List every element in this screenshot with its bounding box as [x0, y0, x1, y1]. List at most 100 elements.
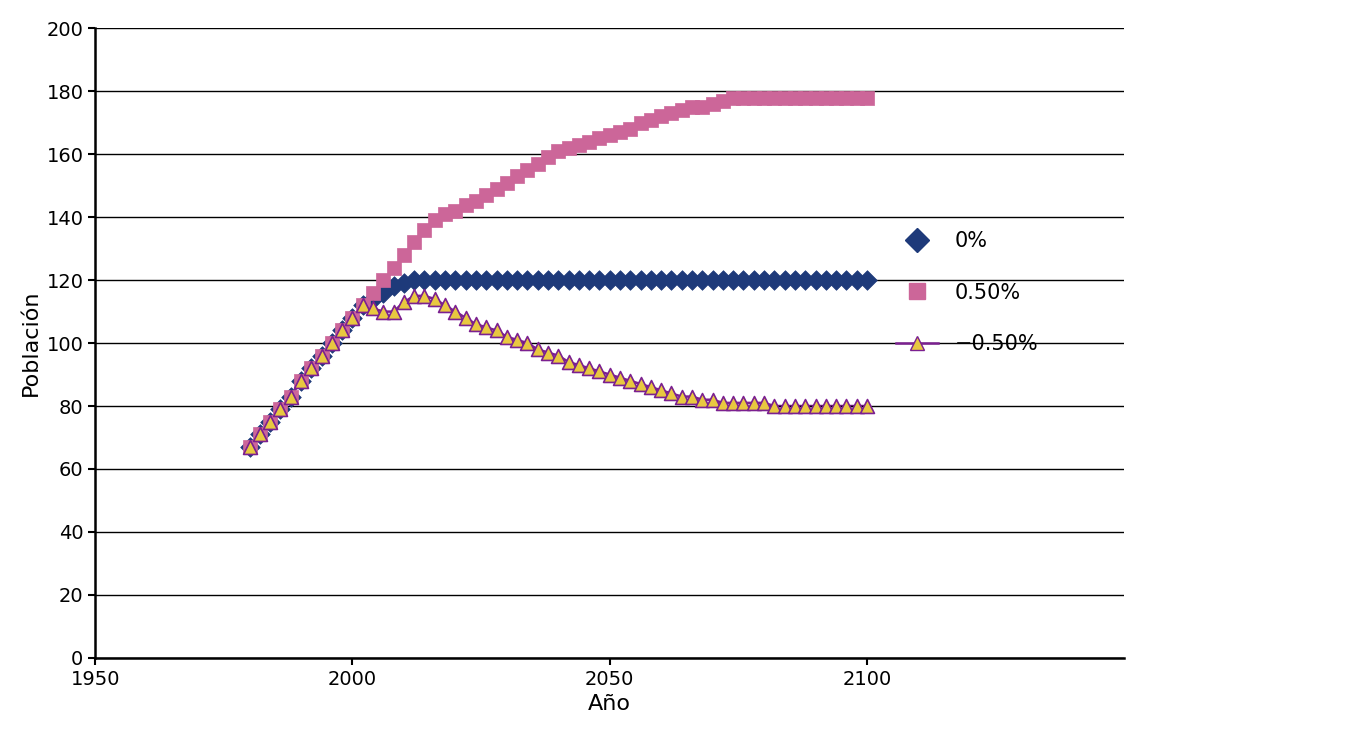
- Point: [825, 400, 847, 412]
- Point: [341, 312, 363, 324]
- Point: [846, 400, 868, 412]
- Point: [784, 92, 806, 104]
- Point: [764, 400, 786, 412]
- Point: [485, 183, 507, 195]
- Point: [476, 274, 498, 286]
- Point: [764, 274, 786, 286]
- Point: [640, 274, 662, 286]
- Point: [352, 299, 374, 311]
- Point: [291, 375, 313, 387]
- Point: [280, 391, 302, 403]
- Point: [383, 281, 404, 293]
- Point: [723, 92, 744, 104]
- Point: [444, 274, 466, 286]
- Point: [383, 306, 404, 318]
- Point: [568, 359, 590, 371]
- Point: [712, 95, 733, 107]
- Point: [435, 274, 457, 286]
- Point: [424, 215, 446, 226]
- Point: [362, 303, 384, 315]
- Point: [332, 325, 354, 337]
- Point: [300, 362, 322, 374]
- Point: [753, 397, 775, 409]
- Point: [362, 287, 384, 298]
- Point: [526, 158, 548, 170]
- Point: [311, 350, 333, 362]
- Point: [640, 114, 662, 126]
- Point: [650, 384, 672, 396]
- Point: [629, 274, 651, 286]
- Point: [732, 274, 754, 286]
- Point: [588, 274, 610, 286]
- Point: [732, 397, 754, 409]
- Point: [743, 92, 765, 104]
- Point: [465, 318, 487, 330]
- Point: [764, 92, 786, 104]
- Point: [805, 400, 827, 412]
- Y-axis label: Población: Población: [21, 290, 41, 396]
- Point: [650, 274, 672, 286]
- Point: [723, 274, 744, 286]
- Point: [341, 312, 363, 324]
- Point: [465, 274, 487, 286]
- Point: [311, 350, 333, 362]
- Point: [259, 416, 281, 428]
- Point: [506, 334, 528, 345]
- Point: [526, 343, 548, 355]
- Point: [444, 205, 466, 217]
- Point: [794, 92, 816, 104]
- Point: [712, 397, 733, 409]
- Point: [670, 274, 692, 286]
- Point: [424, 274, 446, 286]
- Point: [332, 325, 354, 337]
- Point: [373, 274, 395, 286]
- Point: [250, 429, 271, 440]
- Point: [773, 274, 795, 286]
- Point: [856, 92, 877, 104]
- Point: [599, 274, 621, 286]
- Point: [414, 224, 436, 236]
- Point: [393, 277, 415, 289]
- Point: [609, 274, 631, 286]
- Point: [424, 293, 446, 305]
- Point: [414, 274, 436, 286]
- Point: [732, 92, 754, 104]
- Point: [259, 416, 281, 428]
- Point: [579, 274, 600, 286]
- Point: [455, 274, 477, 286]
- Point: [362, 293, 384, 305]
- Point: [373, 287, 395, 298]
- Point: [691, 101, 713, 113]
- Point: [661, 387, 683, 399]
- Point: [691, 274, 713, 286]
- Point: [743, 397, 765, 409]
- Point: [476, 190, 498, 201]
- Point: [291, 375, 313, 387]
- Point: [670, 104, 692, 116]
- Point: [403, 274, 425, 286]
- Point: [620, 375, 642, 387]
- Point: [435, 208, 457, 220]
- Point: [620, 274, 642, 286]
- Point: [702, 394, 724, 406]
- Point: [753, 274, 775, 286]
- Point: [496, 274, 518, 286]
- Point: [629, 378, 651, 390]
- Point: [321, 337, 343, 349]
- Point: [393, 296, 415, 308]
- Point: [352, 299, 374, 311]
- Point: [496, 176, 518, 188]
- Point: [835, 400, 857, 412]
- Point: [476, 321, 498, 333]
- Point: [568, 274, 590, 286]
- Point: [517, 164, 539, 176]
- Point: [825, 274, 847, 286]
- Point: [794, 274, 816, 286]
- Point: [517, 274, 539, 286]
- Point: [506, 171, 528, 182]
- Point: [835, 274, 857, 286]
- Point: [321, 337, 343, 349]
- Point: [753, 92, 775, 104]
- Point: [239, 441, 260, 453]
- Point: [846, 274, 868, 286]
